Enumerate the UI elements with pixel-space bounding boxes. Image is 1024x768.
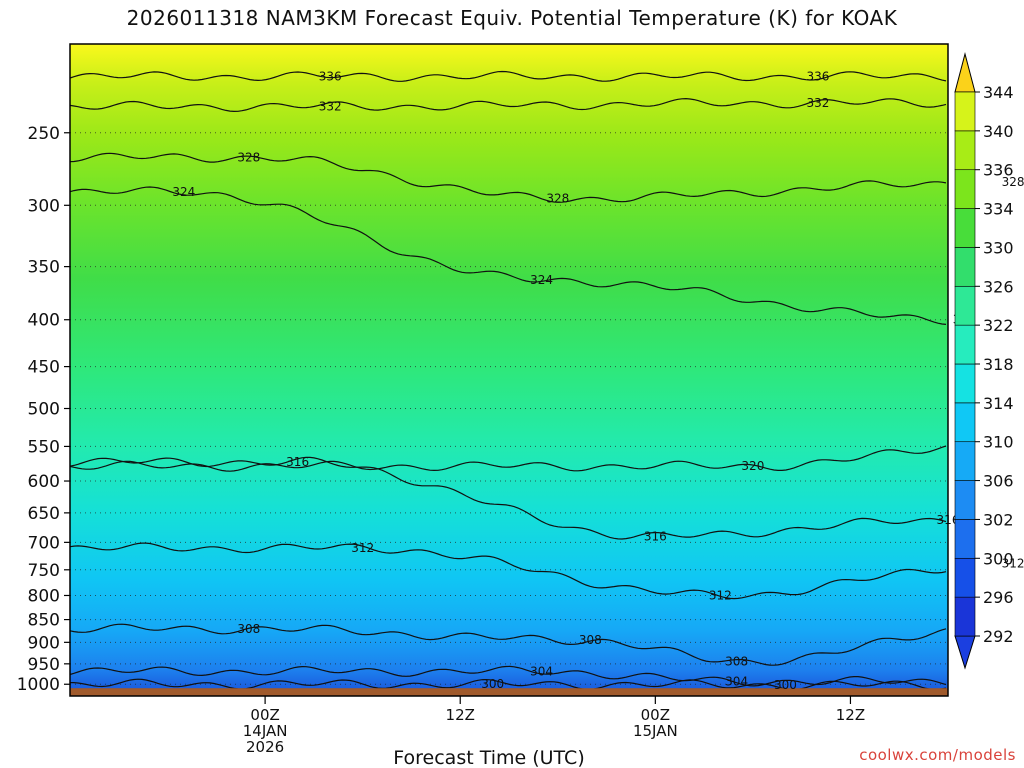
y-tick-label: 850 (28, 611, 60, 631)
colorbar-label: 336 (983, 161, 1014, 180)
colorbar-label: 310 (983, 433, 1014, 452)
contour-label: 316 (286, 455, 309, 469)
y-tick-label: 800 (28, 586, 60, 606)
colorbar-swatch (954, 169, 976, 209)
contour-line-324 (69, 186, 947, 325)
contour-label: 332 (319, 99, 342, 113)
contour-label: 328 (237, 150, 260, 164)
colorbar-arrow-bottom (954, 635, 976, 670)
colorbar-swatch (954, 208, 976, 248)
y-tick-label: 550 (28, 437, 60, 457)
contour-label: 328 (546, 192, 569, 206)
y-tick-label: 400 (28, 311, 60, 331)
colorbar-label: 334 (983, 200, 1014, 219)
colorbar-swatch (954, 557, 976, 598)
y-tick-label: 300 (28, 196, 60, 216)
chart-title: 2026011318 NAM3KM Forecast Equiv. Potent… (126, 6, 898, 30)
colorbar-swatch (954, 596, 976, 637)
y-tick-label: 650 (28, 504, 60, 524)
surface-band (70, 688, 948, 696)
contour-line-308 (69, 623, 947, 666)
colorbar-swatch (954, 519, 976, 559)
y-tick-label: 350 (28, 258, 60, 278)
x-tick-label: 15JAN (633, 722, 678, 740)
contour-label: 328 (1002, 175, 1024, 189)
colorbar-label: 296 (983, 588, 1014, 607)
y-tick-label: 750 (28, 561, 60, 581)
colorbar-label: 326 (983, 277, 1014, 296)
colorbar-swatch (954, 91, 976, 132)
colorbar-label: 300 (983, 549, 1014, 568)
x-tick-label: 12Z (836, 706, 865, 724)
x-tick-label: 12Z (446, 706, 475, 724)
contour-label: 320 (741, 459, 764, 473)
contour-label: 336 (319, 69, 342, 83)
site-credit[interactable]: coolwx.com/models (859, 746, 1016, 764)
contour-line-332 (69, 97, 947, 113)
colorbar-label: 322 (983, 316, 1014, 335)
contour-line-320 (69, 445, 947, 472)
x-tick-label: 14JAN (243, 722, 288, 740)
y-tick-label: 450 (28, 358, 60, 378)
plot-frame (69, 43, 949, 697)
contour-label: 308 (725, 655, 748, 669)
x-tick-label: 2026 (246, 738, 284, 756)
contour-label: 308 (237, 622, 260, 636)
y-tick-label: 250 (28, 124, 60, 144)
colorbar-swatch (954, 324, 976, 365)
contour-line-336 (69, 70, 947, 82)
colorbar-label: 306 (983, 472, 1014, 491)
contour-label: 312 (351, 541, 374, 555)
contour-line-312 (69, 542, 947, 600)
y-tick-label: 700 (28, 533, 60, 553)
contour-line-328 (69, 152, 947, 203)
contour-label: 336 (806, 69, 829, 83)
colorbar-swatch (954, 130, 976, 171)
contour-label: 312 (709, 588, 732, 602)
colorbar-label: 344 (983, 83, 1014, 102)
colorbar-label: 330 (983, 238, 1014, 257)
y-tick-label: 500 (28, 400, 60, 420)
colorbar-label: 318 (983, 355, 1014, 374)
contour-line-316 (69, 456, 947, 540)
contour-line-304 (69, 665, 947, 687)
x-tick-label: 00Z (641, 706, 670, 724)
contour-label: 312 (1002, 556, 1024, 570)
contour-label: 332 (806, 96, 829, 110)
colorbar-label: 302 (983, 510, 1014, 529)
contour-label: 300 (774, 678, 797, 692)
y-tick-label: 950 (28, 655, 60, 675)
colorbar-arrow-top (954, 52, 976, 93)
y-tick-label: 600 (28, 472, 60, 492)
contour-label: 324 (530, 273, 553, 287)
contour-label: 300 (481, 677, 504, 691)
contour-label: 316 (644, 530, 667, 544)
theta-e-field (70, 44, 948, 696)
colorbar-swatch (954, 363, 976, 404)
colorbar-swatch (954, 480, 976, 520)
y-tick-label: 1000 (17, 675, 60, 695)
contour-label: 304 (530, 664, 553, 678)
colorbar-label: 314 (983, 394, 1014, 413)
colorbar-label: 340 (983, 122, 1014, 141)
colorbar-swatch (954, 441, 976, 481)
colorbar-swatch (954, 247, 976, 287)
colorbar-label: 292 (983, 627, 1014, 646)
contour-label: 308 (579, 633, 602, 647)
x-tick-label: 00Z (250, 706, 279, 724)
colorbar-swatch (954, 402, 976, 443)
y-tick-label: 900 (28, 633, 60, 653)
x-axis-label: Forecast Time (UTC) (393, 747, 584, 768)
colorbar-swatch (954, 285, 976, 326)
contour-label: 304 (725, 674, 748, 688)
contour-label: 324 (172, 185, 195, 199)
